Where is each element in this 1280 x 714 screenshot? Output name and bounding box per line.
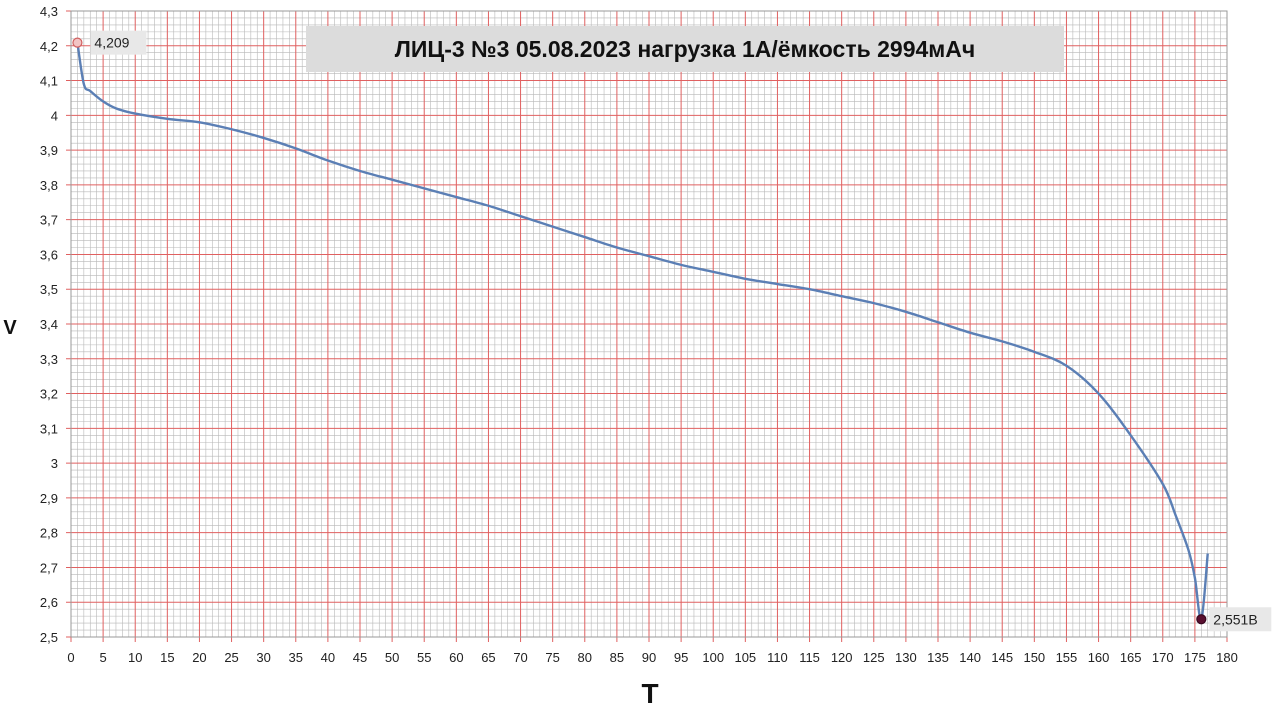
x-tick-label: 0 — [67, 650, 74, 665]
y-tick-label: 2,7 — [40, 560, 58, 575]
end-label-box — [1209, 607, 1272, 632]
plot-frame — [70, 10, 1228, 638]
x-tick-label: 50 — [385, 650, 399, 665]
x-tick-label: 180 — [1216, 650, 1238, 665]
y-tick-label: 3,9 — [40, 143, 58, 158]
x-tick-label: 40 — [321, 650, 335, 665]
chart-title: ЛИЦ-3 №3 05.08.2023 нагрузка 1А/ёмкость … — [395, 36, 976, 62]
x-tick-label: 115 — [799, 650, 820, 665]
y-tick-label: 2,5 — [40, 630, 58, 645]
y-tick-label: 3,5 — [40, 282, 58, 297]
y-tick-label: 3,8 — [40, 178, 58, 193]
plot-border — [70, 10, 1228, 638]
y-tick-label: 3,3 — [40, 352, 58, 367]
major-grid — [66, 10, 1228, 642]
x-tick-label: 155 — [1056, 650, 1078, 665]
series-layer — [76, 42, 1209, 621]
y-tick-label: 3,6 — [40, 247, 58, 262]
y-axis-ticks: 2,5 2,6 2,7 2,8 2,9 3 3,1 3,2 3,3 3,4 3,5 3,6 3,7 3,8… — [40, 4, 58, 645]
annotations-layer: 4,209 2,551В — [72, 30, 1272, 632]
x-tick-label: 70 — [513, 650, 527, 665]
x-tick-label: 125 — [863, 650, 885, 665]
y-tick-label: 4,2 — [40, 39, 58, 54]
y-tick-label: 3 — [51, 456, 58, 471]
y-tick-label: 2,9 — [40, 491, 58, 506]
x-axis-label: T — [641, 678, 658, 709]
y-tick-label: 3,2 — [40, 387, 58, 402]
y-tick-label: 4,1 — [40, 74, 58, 89]
x-tick-label: 160 — [1088, 650, 1110, 665]
x-tick-label: 85 — [610, 650, 624, 665]
x-tick-label: 10 — [128, 650, 142, 665]
x-tick-label: 175 — [1184, 650, 1206, 665]
x-tick-label: 80 — [578, 650, 592, 665]
x-tick-label: 5 — [99, 650, 106, 665]
x-tick-label: 75 — [545, 650, 559, 665]
x-tick-label: 100 — [702, 650, 724, 665]
x-tick-label: 25 — [224, 650, 238, 665]
y-tick-label: 2,8 — [40, 526, 58, 541]
x-tick-label: 140 — [959, 650, 981, 665]
chart-title-box: ЛИЦ-3 №3 05.08.2023 нагрузка 1А/ёмкость … — [306, 26, 1064, 72]
y-tick-label: 2,6 — [40, 595, 58, 610]
y-tick-label: 3,7 — [40, 213, 58, 228]
start-point-label: 4,209 — [94, 35, 129, 51]
x-tick-label: 95 — [674, 650, 688, 665]
x-tick-label: 55 — [417, 650, 431, 665]
y-tick-label: 3,1 — [40, 421, 58, 436]
x-tick-label: 65 — [481, 650, 495, 665]
x-tick-label: 15 — [160, 650, 174, 665]
x-axis-ticks: 0 5 10 15 20 25 30 35 40 45 50 55 60 65 70 75 80 85 90 95 10… — [67, 650, 1237, 665]
start-point-marker — [72, 37, 83, 48]
x-tick-label: 105 — [734, 650, 756, 665]
y-axis-label: V — [3, 317, 17, 339]
x-tick-label: 110 — [767, 650, 788, 665]
x-tick-label: 145 — [991, 650, 1013, 665]
y-tick-label: 4 — [51, 108, 58, 123]
series-line — [76, 42, 1209, 621]
x-tick-label: 135 — [927, 650, 949, 665]
x-tick-label: 120 — [831, 650, 853, 665]
x-tick-label: 35 — [289, 650, 303, 665]
end-point-label: 2,551В — [1213, 611, 1257, 627]
x-tick-label: 90 — [642, 650, 656, 665]
x-tick-label: 170 — [1152, 650, 1174, 665]
y-tick-label: 4,3 — [40, 4, 58, 19]
start-label-box — [90, 30, 147, 55]
x-tick-label: 130 — [895, 650, 917, 665]
y-tick-label: 3,4 — [40, 317, 58, 332]
x-tick-label: 20 — [192, 650, 206, 665]
x-tick-label: 30 — [256, 650, 270, 665]
x-tick-label: 45 — [353, 650, 367, 665]
x-tick-label: 165 — [1120, 650, 1142, 665]
x-tick-label: 60 — [449, 650, 463, 665]
x-tick-label: 150 — [1023, 650, 1045, 665]
end-point-marker — [1196, 614, 1207, 625]
